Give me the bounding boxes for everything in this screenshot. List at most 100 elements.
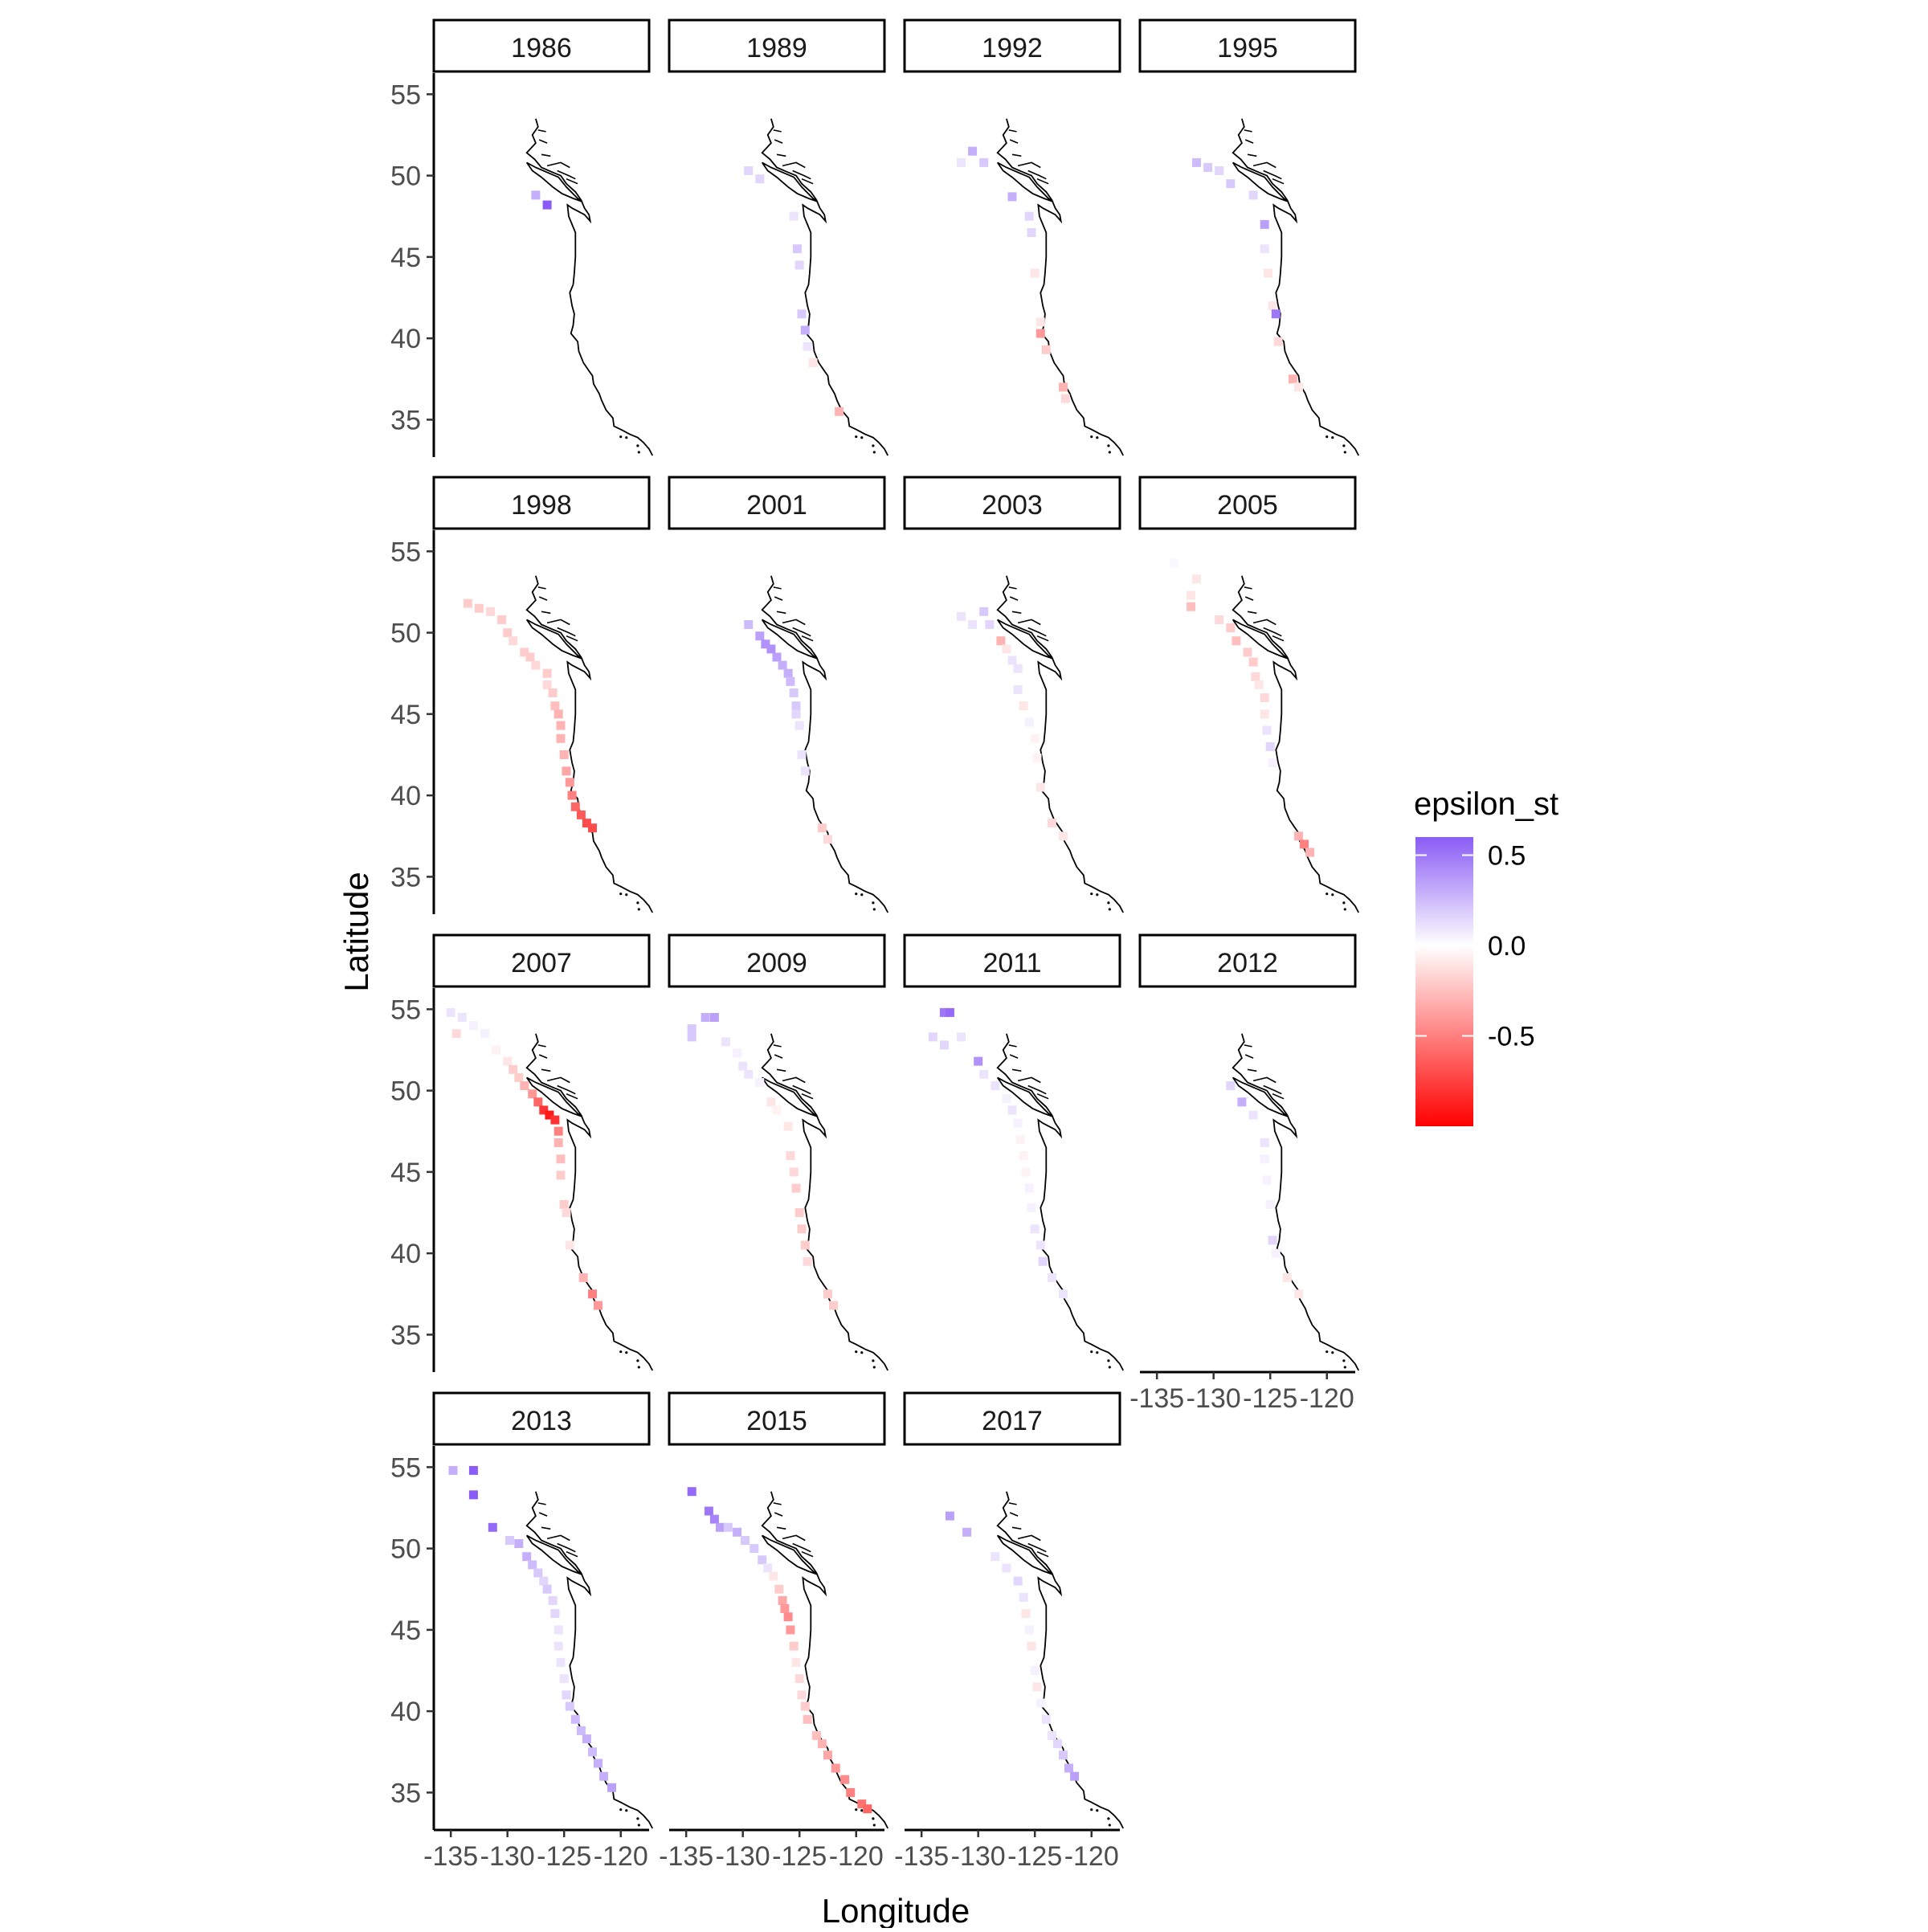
grid-cell [1035,782,1045,792]
fjord-inlet [1017,1534,1041,1542]
island-dot [1342,1359,1346,1362]
grid-cell [1024,1625,1034,1635]
coastline [525,1491,653,1829]
grid-cell [588,1289,597,1299]
fjord-inlet [801,1093,814,1100]
grid-cell [991,1552,1000,1562]
coastline [761,1491,888,1829]
coastline [761,575,888,913]
fjord-inlet [546,1534,570,1542]
facet-strip-label: 1998 [511,490,572,521]
facet-panel: 2007 35 40 45 50 55 [390,933,653,1372]
legend-ticks: 0.5 0.0 -0.5 [1415,841,1535,1052]
grid-cell [576,810,586,819]
grid-cell [1015,1134,1025,1144]
grid-cell [1007,1105,1017,1115]
grid-cell [939,1040,949,1050]
x-tick-label: -120 [829,1841,884,1872]
fjord-inlet [557,170,576,180]
grid-cell [542,200,552,210]
grid-cell [480,1029,489,1039]
coastline [761,1033,888,1371]
grid-cell [1260,709,1269,719]
fjord-inlet [1244,1044,1252,1048]
grid-cell [1248,657,1258,667]
grid-cell [1294,382,1303,392]
grid-cell [1271,1248,1281,1258]
grid-cell [607,1783,616,1792]
grid-cell [468,1021,478,1031]
grid-cell [857,1799,867,1809]
grid-cell [1254,680,1264,689]
facet-strip [432,476,651,530]
fjord-inlet [537,129,546,133]
island-dot [625,436,628,439]
facet-strip [1138,933,1357,988]
coastline [996,575,1124,913]
x-tick-label: -135 [659,1841,713,1872]
grid-cell [514,1539,524,1548]
grid-cell [1226,1081,1236,1090]
grid-cell [766,644,776,654]
island-dot [636,1359,639,1362]
fjord-inlet [546,1076,570,1084]
grid-cell [709,1514,719,1524]
fjord-inlet [1027,1084,1047,1095]
grid-cell [928,1032,937,1042]
grid-cell [723,1522,733,1532]
grid-cell [497,615,507,624]
grid-cell [531,660,541,670]
island-dot [1107,1817,1110,1820]
grid-cell [985,620,995,629]
y-tick-label: 40 [390,1697,421,1727]
grid-cell [687,1487,696,1497]
y-tick-label: 50 [390,161,421,192]
grid-cell [1273,337,1283,346]
fjord-inlet [1036,635,1049,642]
grid-cell [457,1013,467,1022]
grid-cell [588,823,597,833]
grid-cell [1035,329,1045,338]
island-dot [1107,444,1110,447]
grid-cell [769,1571,778,1581]
grid-cell [1002,1563,1011,1573]
grid-cell [701,1013,710,1022]
grid-cell [1059,1750,1068,1760]
facet-panel: 2003 [903,476,1124,913]
grid-cell [486,607,495,616]
island-dot [1343,908,1346,911]
coastline [996,1491,1124,1829]
grid-cell [803,1714,812,1724]
grid-cell [576,1726,586,1735]
island-dot [637,451,640,454]
grid-cell [1027,1641,1036,1651]
x-tick-label: -125 [1243,1383,1297,1414]
fjord-inlet [1009,1054,1019,1059]
facet-panel: 1986 35 40 45 50 55 [390,18,653,457]
island-dot [625,1351,628,1354]
fjord-inlet [538,1512,548,1517]
facet-strip-label: 1986 [511,33,572,63]
grid-cell [1059,1289,1068,1299]
island-dot [860,436,864,439]
island-dot [855,1808,858,1812]
fjord-inlet [537,1502,546,1505]
y-axis-label: Latitude [337,872,375,991]
grid-cell [514,1072,524,1082]
fjord-inlet [782,1534,806,1542]
grid-cell [559,1674,569,1684]
grid-cell [733,1527,742,1537]
grid-cell [556,1170,566,1180]
grid-cell [687,1032,696,1042]
grid-cell [1260,693,1269,703]
fjord-inlet [1008,129,1017,133]
grid-cell [1002,1094,1011,1104]
y-tick-label: 55 [390,1452,421,1483]
grid-cell [1047,819,1056,828]
y-tick-label: 50 [390,1534,421,1565]
grid-cell [846,1787,856,1797]
island-dot [1096,1351,1099,1354]
grid-cell [817,823,827,833]
y-tick-label: 45 [390,243,421,273]
